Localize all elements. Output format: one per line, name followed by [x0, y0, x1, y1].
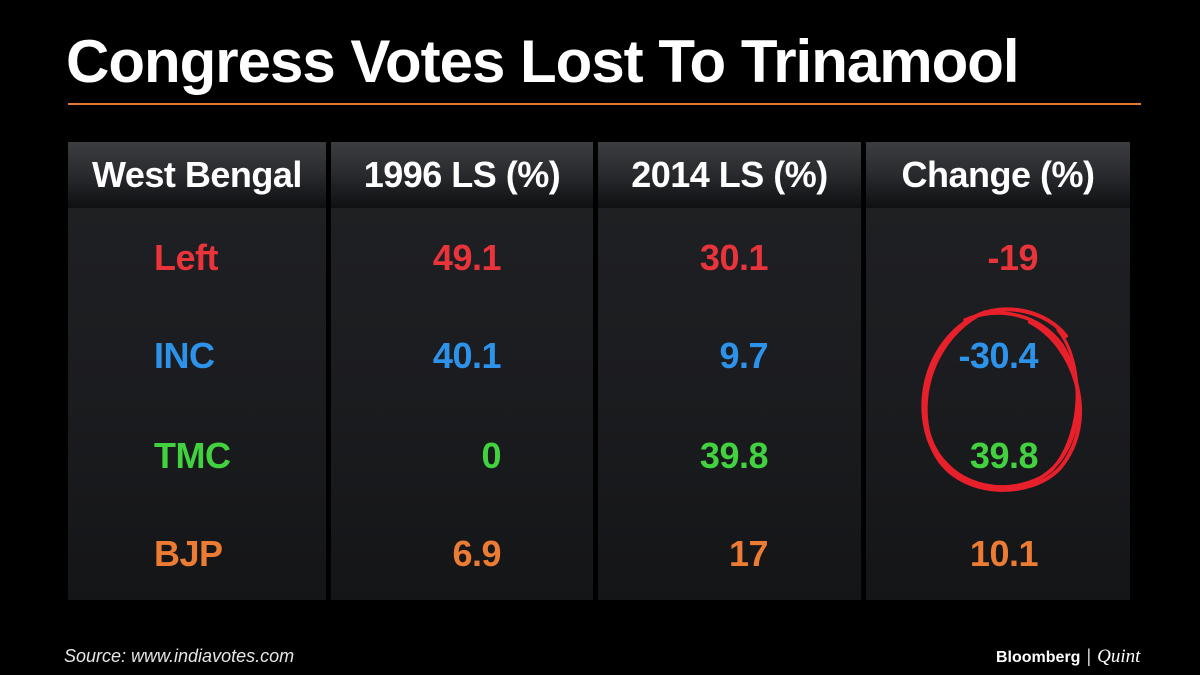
column-header: 2014 LS (%) — [598, 142, 861, 208]
value-change-inc: -30.4 — [958, 335, 1038, 376]
value-1996-bjp: 6.9 — [452, 533, 501, 574]
party-label-bjp: BJP — [154, 533, 223, 574]
column-2014: 2014 LS (%) — [598, 142, 861, 600]
column-1996: 1996 LS (%) — [331, 142, 593, 600]
party-label-tmc: TMC — [154, 435, 231, 476]
brand-quint: Quint — [1097, 646, 1141, 667]
value-change-bjp: 10.1 — [969, 533, 1039, 574]
value-2014-tmc: 39.8 — [699, 435, 769, 476]
page-title: Congress Votes Lost To Trinamool — [66, 28, 1020, 95]
header-label-1996: 1996 LS (%) — [363, 154, 561, 195]
value-1996-tmc: 0 — [481, 435, 501, 476]
brand-separator: | — [1086, 646, 1092, 666]
value-change-left: -19 — [987, 237, 1038, 278]
column-header: Change (%) — [866, 142, 1130, 208]
brand-bloomberg: Bloomberg — [996, 649, 1081, 666]
value-2014-inc: 9.7 — [719, 335, 768, 376]
party-label-left: Left — [154, 237, 219, 278]
column-header: West Bengal — [68, 142, 326, 208]
value-1996-left: 49.1 — [432, 237, 502, 278]
value-2014-left: 30.1 — [699, 237, 769, 278]
value-1996-inc: 40.1 — [432, 335, 502, 376]
value-change-tmc: 39.8 — [969, 435, 1039, 476]
brand-logo: Bloomberg | Quint — [996, 645, 1140, 667]
column-header: 1996 LS (%) — [331, 142, 593, 208]
source-note: Source: www.indiavotes.com — [64, 646, 295, 666]
header-label-change: Change (%) — [901, 154, 1096, 195]
value-2014-bjp: 17 — [728, 533, 769, 574]
column-west-bengal: West Bengal — [68, 142, 326, 600]
vote-share-table: West Bengal 1996 LS (%) 2014 LS (%) Chan… — [68, 142, 1130, 600]
header-label-2014: 2014 LS (%) — [631, 154, 828, 195]
title-underline — [68, 103, 1141, 105]
party-label-inc: INC — [154, 335, 215, 376]
header-label-west-bengal: West Bengal — [92, 154, 302, 195]
